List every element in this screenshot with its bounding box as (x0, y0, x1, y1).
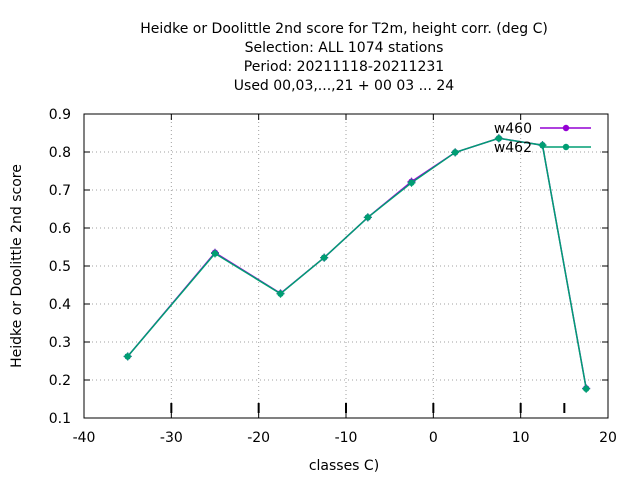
series-line-w462 (127, 137, 587, 389)
x-tick-label: -20 (247, 430, 270, 446)
x-axis-label: classes C) (309, 458, 379, 474)
y-tick-label: 0.1 (49, 411, 71, 427)
y-axis-ticks: 0.1 0.2 0.3 0.4 0.5 0.6 0.7 0.8 0.9 (49, 107, 608, 427)
y-axis-label: Heidke or Doolittle 2nd score (9, 164, 25, 368)
legend-marker-w462 (562, 143, 570, 151)
x-tick-label: -40 (73, 430, 96, 446)
title-line: Period: 20211118-20211231 (244, 59, 444, 75)
y-tick-label: 0.8 (49, 145, 71, 161)
y-tick-label: 0.2 (49, 373, 71, 389)
x-axis-ticks: -40 -30 -20 -10 0 10 20 (73, 114, 617, 446)
series (123, 134, 591, 393)
y-tick-label: 0.9 (49, 107, 71, 123)
x-tick-label: 10 (512, 430, 530, 446)
chart-title: Heidke or Doolittle 2nd score for T2m, h… (140, 21, 548, 94)
title-line: Used 00,03,...,21 + 00 03 ... 24 (234, 78, 455, 94)
legend-label-w460: w460 (494, 121, 532, 137)
x-tick-label: 20 (599, 430, 617, 446)
y-tick-label: 0.3 (49, 335, 71, 351)
title-line: Heidke or Doolittle 2nd score for T2m, h… (140, 21, 548, 37)
y-tick-label: 0.4 (49, 297, 71, 313)
y-tick-label: 0.7 (49, 183, 71, 199)
minor-ticks (170, 403, 566, 413)
title-line: Selection: ALL 1074 stations (245, 40, 444, 56)
x-tick-label: -10 (335, 430, 358, 446)
legend-marker-w460 (562, 124, 570, 132)
grid (84, 114, 608, 418)
legend-label-w462: w462 (494, 140, 532, 156)
x-tick-label: 0 (429, 430, 438, 446)
series-line-w460 (127, 137, 587, 389)
x-tick-label: -30 (160, 430, 183, 446)
y-tick-label: 0.5 (49, 259, 71, 275)
y-tick-label: 0.6 (49, 221, 71, 237)
legend: w460 w462 (494, 121, 591, 156)
